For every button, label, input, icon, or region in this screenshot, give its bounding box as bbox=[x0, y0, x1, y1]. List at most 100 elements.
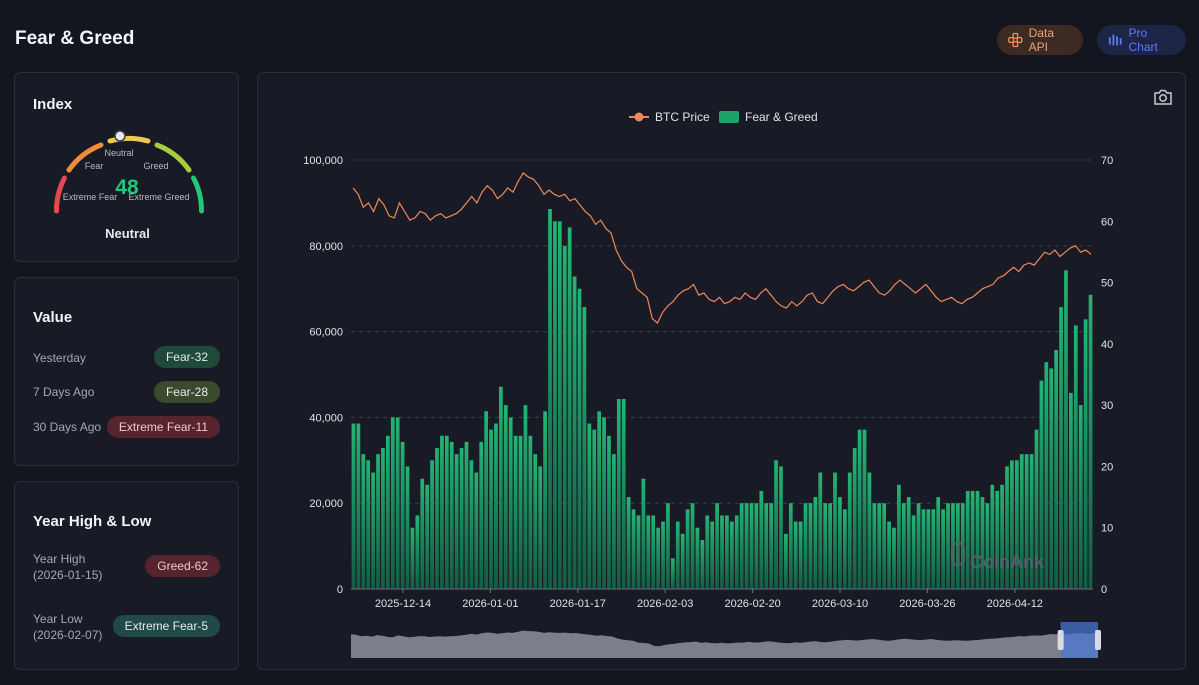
gauge-label-fear: Fear bbox=[85, 161, 104, 171]
fear-greed-bar bbox=[395, 417, 400, 589]
data-api-label: Data API bbox=[1028, 26, 1054, 54]
y-left-tick-label: 0 bbox=[337, 584, 343, 596]
fear-greed-bar bbox=[444, 435, 449, 589]
fear-greed-bar bbox=[499, 386, 503, 589]
fear-greed-bar bbox=[548, 209, 552, 589]
fear-greed-bar bbox=[376, 454, 380, 589]
x-tick-label: 2025-12-14 bbox=[375, 598, 431, 610]
year-high-date: (2026-01-15) bbox=[33, 568, 103, 582]
fear-greed-bar bbox=[356, 423, 361, 589]
y-right-tick-label: 10 bbox=[1101, 523, 1113, 535]
fear-greed-bar bbox=[941, 509, 945, 589]
fear-greed-bar bbox=[911, 515, 916, 589]
fear-greed-bar bbox=[833, 472, 837, 589]
fear-greed-bar bbox=[636, 515, 641, 589]
value-row-label: Yesterday bbox=[33, 351, 86, 365]
value-card: Value Yesterday Fear-32 7 Days Ago Fear-… bbox=[14, 277, 239, 466]
fear-greed-chart: BTC Price Fear & Greed 100,000 80,000 60,0… bbox=[303, 110, 1113, 658]
fear-greed-bar bbox=[1083, 319, 1088, 589]
camera-icon[interactable] bbox=[1153, 88, 1173, 106]
y-right-tick-label: 50 bbox=[1101, 278, 1113, 290]
y-right-tick-label: 40 bbox=[1101, 339, 1113, 351]
y-left-tick-label: 60,000 bbox=[309, 327, 343, 339]
fear-greed-bar bbox=[631, 509, 636, 589]
fear-greed-bar bbox=[612, 454, 616, 589]
fear-greed-bar bbox=[592, 429, 597, 589]
fear-greed-bar bbox=[862, 429, 867, 589]
fear-greed-bar bbox=[513, 435, 518, 589]
fear-greed-bar bbox=[602, 417, 606, 589]
value-row-badge: Fear-32 bbox=[153, 346, 220, 368]
brush-selection[interactable] bbox=[1060, 622, 1098, 658]
fear-greed-bar bbox=[533, 454, 538, 589]
year-low-badge: Extreme Fear-5 bbox=[112, 615, 220, 637]
year-high-label: Year High bbox=[33, 552, 86, 566]
value-row-label: 30 Days Ago bbox=[33, 420, 102, 434]
fear-greed-bar bbox=[838, 497, 842, 589]
fear-greed-bar bbox=[882, 503, 887, 589]
fear-greed-bar bbox=[769, 503, 773, 589]
fear-greed-bar bbox=[916, 503, 921, 589]
fear-greed-bar bbox=[675, 521, 680, 589]
fear-greed-bar bbox=[508, 417, 513, 589]
fear-greed-bar bbox=[351, 423, 356, 589]
fear-greed-bar bbox=[715, 503, 719, 589]
y-right-tick-label: 60 bbox=[1101, 216, 1113, 228]
y-right-tick-label: 0 bbox=[1101, 584, 1107, 596]
index-card-title: Index bbox=[33, 96, 73, 113]
year-low-date: (2026-02-07) bbox=[33, 628, 103, 642]
brush-handle-right[interactable] bbox=[1095, 630, 1101, 650]
coinank-watermark: CoinAnk bbox=[970, 552, 1045, 572]
fear-greed-bar bbox=[553, 221, 557, 590]
fear-greed-bar bbox=[415, 515, 420, 589]
fear-greed-bar bbox=[577, 288, 582, 589]
fear-greed-gauge: Neutral Fear Greed 48 Extreme Fear Extre… bbox=[53, 130, 205, 214]
fear-greed-bar bbox=[803, 503, 808, 589]
fear-greed-bar bbox=[779, 466, 783, 589]
gauge-label-extreme-greed: Extreme Greed bbox=[128, 192, 189, 202]
fear-greed-bar bbox=[823, 503, 828, 589]
fear-greed-bar bbox=[931, 509, 936, 589]
fear-greed-bar bbox=[518, 435, 523, 589]
fear-greed-bar bbox=[1014, 460, 1019, 589]
brush-handle-left[interactable] bbox=[1057, 630, 1064, 650]
fear-greed-bar bbox=[759, 490, 764, 589]
fear-greed-bar bbox=[710, 521, 715, 589]
fear-greed-bar bbox=[847, 472, 852, 589]
fear-greed-bar bbox=[621, 399, 626, 589]
legend-btc-price-label: BTC Price bbox=[655, 110, 710, 124]
fear-greed-bar bbox=[494, 423, 498, 589]
fear-greed-bar bbox=[872, 503, 877, 589]
fear-greed-bar bbox=[975, 490, 980, 589]
fear-greed-bar bbox=[1078, 405, 1083, 589]
fear-greed-bar bbox=[695, 527, 700, 589]
data-api-icon bbox=[1008, 32, 1023, 48]
page-title: Fear & Greed bbox=[15, 28, 135, 49]
x-tick-label: 2026-04-12 bbox=[987, 598, 1043, 610]
data-api-button[interactable]: Data API bbox=[997, 25, 1083, 55]
fear-greed-bar bbox=[435, 448, 439, 589]
gauge-segment-fear bbox=[66, 142, 104, 173]
fear-greed-bar bbox=[877, 503, 882, 589]
fear-greed-bar bbox=[1000, 484, 1004, 589]
fear-greed-bar bbox=[489, 429, 493, 589]
fear-greed-bar bbox=[700, 539, 705, 589]
gauge-segment-extreme-greed bbox=[191, 175, 205, 214]
fear-greed-bar bbox=[572, 276, 577, 589]
fear-greed-bar bbox=[793, 521, 798, 589]
x-tick-label: 2026-01-01 bbox=[462, 598, 518, 610]
fear-greed-bar bbox=[646, 515, 651, 589]
legend-fear-greed-label: Fear & Greed bbox=[745, 110, 818, 124]
index-card: Index Neutral Fear Greed 48 Extreme Fear… bbox=[14, 72, 239, 262]
chart-card: BTC Price Fear & Greed 100,000 80,000 60,0… bbox=[257, 72, 1186, 670]
fear-greed-bar bbox=[616, 399, 621, 589]
legend-fear-greed-swatch bbox=[719, 111, 739, 123]
fear-greed-bar bbox=[926, 509, 931, 589]
fear-greed-bar bbox=[729, 521, 734, 589]
fear-greed-bar bbox=[528, 435, 533, 589]
fear-greed-bar bbox=[597, 411, 602, 589]
fear-greed-bar bbox=[1034, 429, 1039, 589]
fear-greed-bar bbox=[857, 429, 862, 589]
fear-greed-bar bbox=[1059, 307, 1063, 589]
pro-chart-button[interactable]: Pro Chart bbox=[1097, 25, 1186, 55]
